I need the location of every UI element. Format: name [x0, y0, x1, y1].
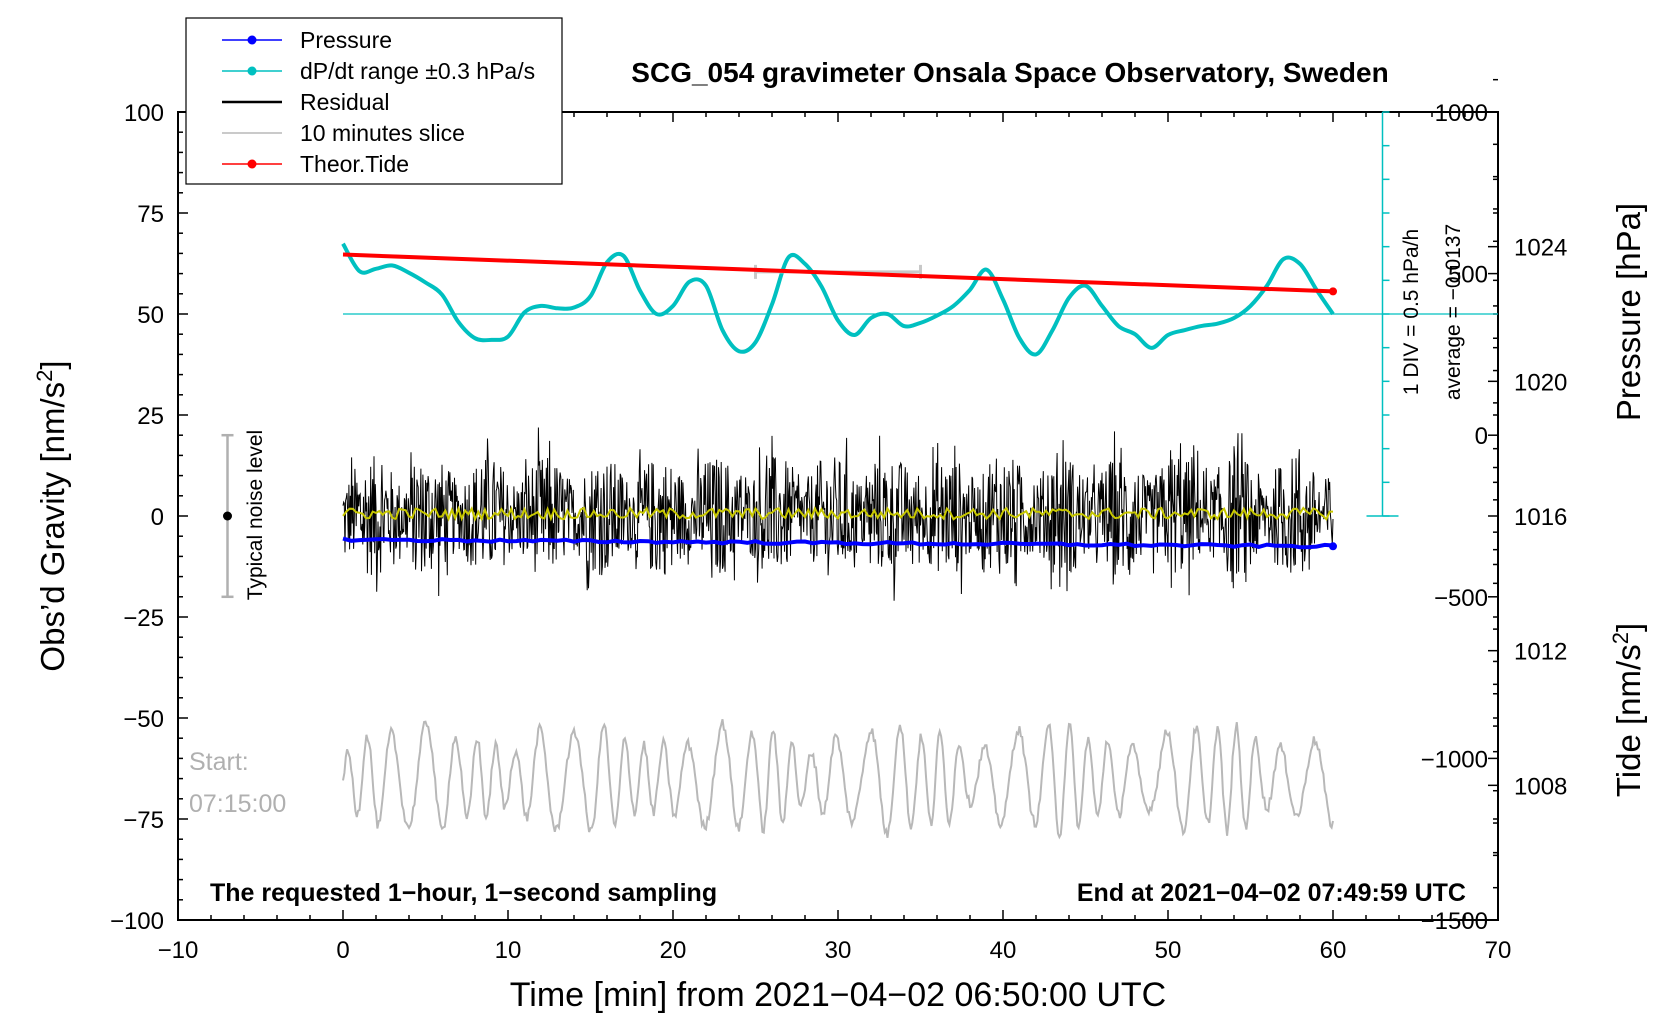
pressure-tick-label: 1016: [1514, 504, 1567, 531]
legend-label: 10 minutes slice: [300, 120, 465, 146]
tide-tick-label: −500: [1434, 585, 1488, 612]
y-tick-label: −100: [110, 908, 164, 935]
y-axis-label-tide: Tide [nm/s2]: [1608, 623, 1647, 797]
rate-average-label: average = −0.0137: [1442, 224, 1465, 400]
noise-level-dot: [223, 511, 232, 521]
legend-label: Pressure: [300, 27, 392, 53]
series-layer: [341, 242, 1337, 840]
y-axis-label-left: Obs’d Gravity [nm/s2]: [32, 360, 71, 671]
tide-series: [342, 252, 1334, 294]
pressure-tick-labels: 1024 1020 1016 1012 1008: [1514, 235, 1567, 801]
x-tick-label: 20: [660, 937, 687, 964]
legend-marker: [247, 66, 257, 76]
y-tick-labels: 100 75 50 25 0 −25 −50 −75 −100: [110, 100, 164, 935]
tide-tick-label: −1000: [1421, 746, 1488, 773]
sampling-note: The requested 1−hour, 1−second sampling: [210, 879, 717, 907]
end-time-note: End at 2021−04−02 07:49:59 UTC: [1077, 879, 1466, 907]
slice-series: [342, 718, 1334, 840]
legend-label: dP/dt range ±0.3 hPa/s: [300, 58, 535, 84]
pressure-tick-label: 1020: [1514, 369, 1567, 396]
x-tick-label: −10: [158, 937, 199, 964]
tide-tick-label: −1500: [1421, 908, 1488, 935]
residual-series: [342, 427, 1334, 601]
noise-level-label: Typical noise level: [244, 430, 267, 600]
tide-tick-labels: 1000 500 0 −500 −1000 −1500: [1421, 100, 1488, 935]
start-time: 07:15:00: [189, 790, 286, 818]
y-tick-label: −25: [123, 605, 164, 632]
chart-title: SCG_054 gravimeter Onsala Space Observat…: [631, 57, 1388, 88]
x-tick-label: 60: [1320, 937, 1347, 964]
y-tick-label: 25: [137, 403, 164, 430]
y-tick-label: 50: [137, 302, 164, 329]
y-tick-label: −75: [123, 807, 164, 834]
x-tick-label: 10: [495, 937, 522, 964]
tide-tick-label: 0: [1475, 423, 1488, 450]
y-tick-label: 0: [151, 504, 164, 531]
legend-marker: [247, 159, 257, 169]
y-tick-label: −50: [123, 706, 164, 733]
legend: Pressure dP/dt range ±0.3 hPa/s Residual 10…: [185, 17, 563, 185]
dpdt-series: [341, 242, 1335, 357]
tide-tick-label: 500: [1448, 262, 1488, 289]
x-tick-label: 30: [825, 937, 852, 964]
start-label: Start:: [189, 748, 249, 776]
noise-indicator: Typical noise level: [221, 430, 267, 600]
x-tick-label: 0: [336, 937, 349, 964]
x-tick-label: 40: [990, 937, 1017, 964]
pressure-tick-label: 1012: [1514, 639, 1567, 666]
tide-end-marker: [1329, 287, 1337, 296]
pressure-tick-label: 1008: [1514, 773, 1567, 800]
rate-scale-bar: [343, 111, 1498, 517]
legend-label: Residual: [300, 89, 390, 115]
x-tick-label: 50: [1155, 937, 1182, 964]
tide-tick-label: 1000: [1435, 100, 1488, 127]
pressure-tick-label: 1024: [1514, 235, 1567, 262]
legend-marker: [247, 35, 257, 45]
residual-mean-series: [342, 505, 1333, 523]
x-axis-label: Time [min] from 2021−04−02 06:50:00 UTC: [510, 976, 1166, 1014]
rate-scale-label: 1 DIV = 0.5 hPa/h: [1400, 229, 1423, 395]
y-tick-label: 75: [137, 201, 164, 228]
legend-label: Theor.Tide: [300, 151, 409, 177]
pressure-end-marker: [1329, 542, 1337, 551]
pressure-series: [342, 536, 1334, 550]
x-tick-labels: −10 0 10 20 30 40 50 60 70: [158, 937, 1512, 964]
y-tick-label: 100: [124, 100, 164, 127]
x-tick-label: 70: [1485, 937, 1512, 964]
y-axis-label-pressure: Pressure [hPa]: [1610, 203, 1647, 421]
